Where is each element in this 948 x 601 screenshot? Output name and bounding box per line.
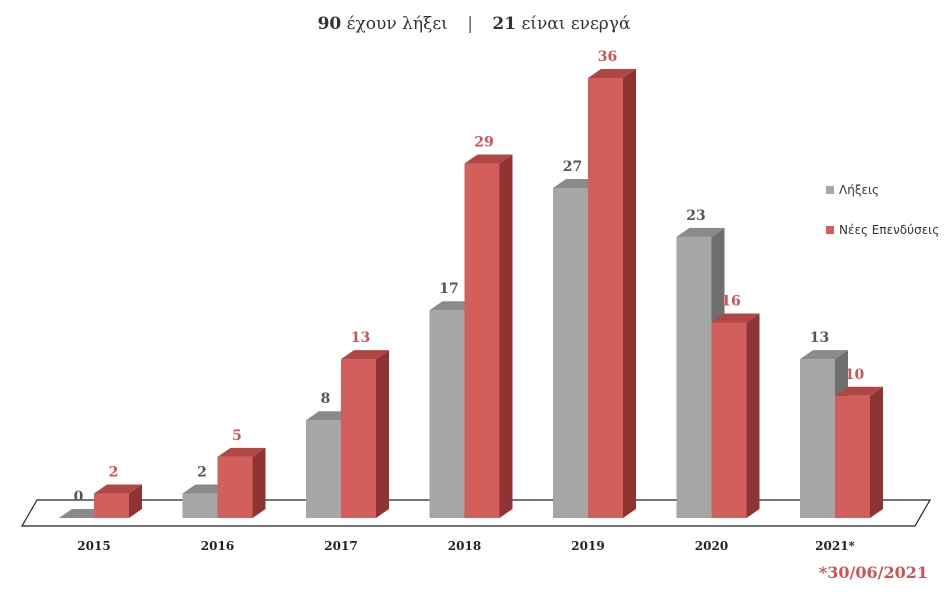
value-label-expirations-2016: 2 [197, 465, 207, 481]
bar-new-investments-2015 [94, 493, 129, 518]
legend-label-new-investments: Νέες Επενδύσεις [839, 223, 940, 237]
headline-separator: | [467, 14, 473, 34]
bar-expirations-2020 [676, 236, 712, 518]
category-label-2021*: 2021* [815, 539, 855, 553]
bar-top-new-investments-2018 [464, 154, 513, 164]
legend-swatch-red [826, 226, 834, 234]
value-label-expirations-2021*: 13 [810, 330, 829, 346]
bar-expirations-2021* [800, 359, 835, 518]
category-label-2016: 2016 [201, 539, 234, 553]
bar-side-new-investments-2017 [376, 350, 389, 518]
bar-side-new-investments-2020 [746, 313, 760, 518]
category-label-2020: 2020 [695, 539, 728, 553]
category-label-2019: 2019 [571, 539, 604, 553]
bar-side-new-investments-2018 [499, 154, 513, 519]
date-footnote: *30/06/2021 [818, 563, 928, 582]
bar-side-new-investments-2015 [129, 484, 142, 518]
expired-count: 90 [317, 14, 342, 34]
bar-expirations-2017 [306, 420, 341, 518]
value-label-new-investments-2017: 13 [351, 330, 370, 346]
value-label-new-investments-2016: 5 [232, 428, 242, 444]
bar-new-investments-2021* [835, 395, 870, 518]
value-label-new-investments-2015: 2 [109, 465, 119, 481]
bar-side-new-investments-2016 [252, 447, 266, 518]
bar-expirations-2018 [429, 310, 465, 518]
legend-swatch-grey [826, 186, 834, 194]
bar-top-new-investments-2019 [588, 69, 636, 78]
value-label-new-investments-2018: 29 [474, 135, 493, 151]
legend-label-expirations: Λήξεις [839, 183, 880, 197]
value-label-new-investments-2021*: 10 [845, 367, 865, 383]
bar-top-new-investments-2021* [835, 386, 883, 396]
bar-new-investments-2016 [217, 456, 253, 518]
chart-headline: 90 έχουν λήξει | 21 είναι ενεργά [0, 14, 948, 34]
value-label-expirations-2015: 0 [74, 489, 84, 505]
bar-new-investments-2017 [341, 359, 376, 518]
bar-side-new-investments-2019 [623, 69, 636, 518]
value-label-expirations-2017: 8 [321, 391, 331, 407]
category-label-2017: 2017 [324, 539, 357, 553]
category-label-2015: 2015 [77, 539, 110, 553]
value-label-new-investments-2020: 16 [721, 293, 740, 309]
active-text: είναι ενεργά [521, 14, 631, 34]
value-label-expirations-2020: 23 [686, 208, 705, 224]
value-label-expirations-2019: 27 [563, 159, 582, 175]
bar-expirations-2016 [182, 493, 218, 518]
legend-item-expirations: Λήξεις [826, 180, 939, 200]
bar-top-expirations-2021* [800, 350, 848, 360]
chart-legend: Λήξεις Νέες Επενδύσεις [826, 180, 939, 260]
bar-top-expirations-2020 [676, 227, 725, 237]
category-label-2018: 2018 [448, 539, 481, 553]
bar-top-new-investments-2020 [711, 313, 760, 323]
bar-new-investments-2018 [464, 163, 500, 519]
bar-side-new-investments-2021* [870, 386, 883, 518]
bar-top-new-investments-2017 [341, 350, 389, 360]
expired-text: έχουν λήξει [346, 14, 448, 34]
bar-expirations-2019 [553, 188, 588, 518]
bar-new-investments-2020 [711, 322, 747, 518]
bar-top-new-investments-2016 [217, 447, 266, 457]
legend-item-new-investments: Νέες Επενδύσεις [826, 220, 939, 240]
bar-new-investments-2019 [588, 78, 623, 518]
value-label-new-investments-2019: 36 [598, 49, 617, 65]
active-count: 21 [492, 14, 517, 34]
bar-top-new-investments-2015 [94, 484, 142, 494]
value-label-expirations-2018: 17 [439, 281, 458, 297]
